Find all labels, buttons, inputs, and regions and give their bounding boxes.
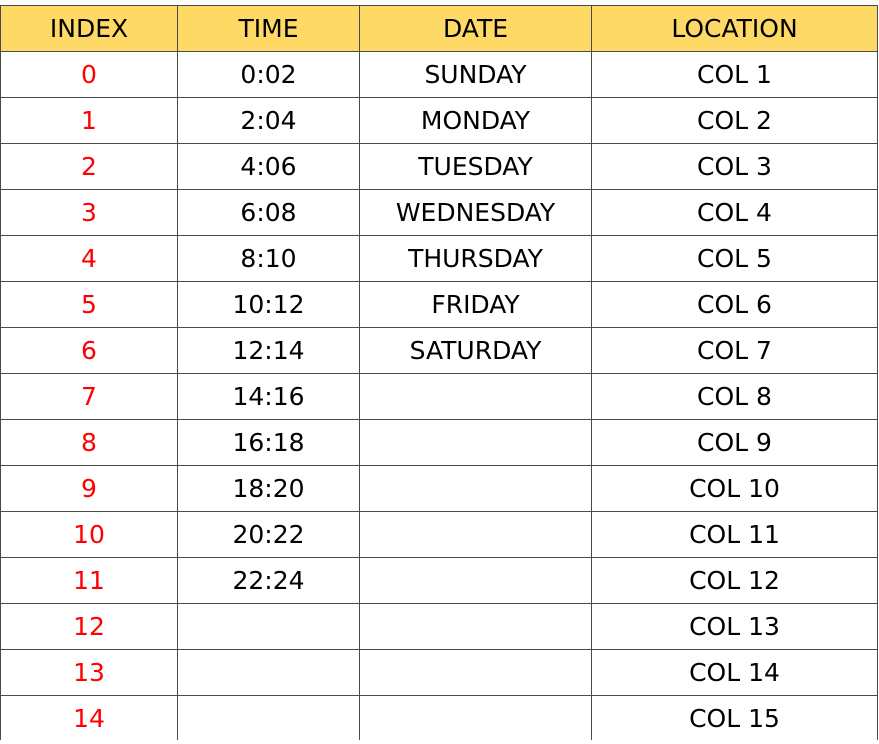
- cell-index[interactable]: 2: [0, 143, 178, 190]
- cell-date[interactable]: SATURDAY: [359, 327, 592, 374]
- cell-time[interactable]: 0:02: [177, 51, 360, 98]
- cell-date[interactable]: TUESDAY: [359, 143, 592, 190]
- table-row: 10 20:22 COL 11: [0, 511, 878, 558]
- cell-time[interactable]: 14:16: [177, 373, 360, 420]
- cell-time[interactable]: 12:14: [177, 327, 360, 374]
- top-strip: [0, 0, 879, 5]
- cell-time[interactable]: [177, 603, 360, 650]
- cell-time[interactable]: 6:08: [177, 189, 360, 236]
- cell-date[interactable]: [359, 695, 592, 742]
- table-row: 2 4:06 TUESDAY COL 3: [0, 143, 878, 190]
- table-row: 9 18:20 COL 10: [0, 465, 878, 512]
- cell-date[interactable]: FRIDAY: [359, 281, 592, 328]
- cell-location[interactable]: COL 4: [591, 189, 878, 236]
- header-cell-index[interactable]: INDEX: [0, 5, 178, 52]
- cell-location[interactable]: COL 15: [591, 695, 878, 742]
- table-row: 13 COL 14: [0, 649, 878, 696]
- cell-date[interactable]: SUNDAY: [359, 51, 592, 98]
- cell-date[interactable]: [359, 557, 592, 604]
- cell-index[interactable]: 10: [0, 511, 178, 558]
- table-row: 1 2:04 MONDAY COL 2: [0, 97, 878, 144]
- table-row: 0 0:02 SUNDAY COL 1: [0, 51, 878, 98]
- table-row: 7 14:16 COL 8: [0, 373, 878, 420]
- cell-time[interactable]: 16:18: [177, 419, 360, 466]
- cell-index[interactable]: 3: [0, 189, 178, 236]
- table-row: 14 COL 15: [0, 695, 878, 742]
- cell-date[interactable]: [359, 511, 592, 558]
- header-row: INDEX TIME DATE LOCATION: [0, 5, 878, 52]
- cell-location[interactable]: COL 8: [591, 373, 878, 420]
- cell-location[interactable]: COL 6: [591, 281, 878, 328]
- cell-index[interactable]: 11: [0, 557, 178, 604]
- cell-index[interactable]: 12: [0, 603, 178, 650]
- cell-location[interactable]: COL 13: [591, 603, 878, 650]
- cell-index[interactable]: 0: [0, 51, 178, 98]
- table-row: 6 12:14 SATURDAY COL 7: [0, 327, 878, 374]
- cell-date[interactable]: [359, 603, 592, 650]
- cell-index[interactable]: 6: [0, 327, 178, 374]
- cell-index[interactable]: 7: [0, 373, 178, 420]
- cell-index[interactable]: 14: [0, 695, 178, 742]
- cell-index[interactable]: 13: [0, 649, 178, 696]
- bottom-strip: [0, 740, 879, 744]
- cell-time[interactable]: 22:24: [177, 557, 360, 604]
- cell-index[interactable]: 5: [0, 281, 178, 328]
- cell-index[interactable]: 1: [0, 97, 178, 144]
- cell-time[interactable]: 10:12: [177, 281, 360, 328]
- table-row: 3 6:08 WEDNESDAY COL 4: [0, 189, 878, 236]
- cell-index[interactable]: 9: [0, 465, 178, 512]
- cell-index[interactable]: 8: [0, 419, 178, 466]
- cell-time[interactable]: [177, 649, 360, 696]
- cell-date[interactable]: MONDAY: [359, 97, 592, 144]
- table-body: 0 0:02 SUNDAY COL 1 1 2:04 MONDAY COL 2 2 4:06 TUE…: [0, 51, 878, 742]
- cell-location[interactable]: COL 1: [591, 51, 878, 98]
- header-cell-time[interactable]: TIME: [177, 5, 360, 52]
- cell-location[interactable]: COL 11: [591, 511, 878, 558]
- cell-location[interactable]: COL 5: [591, 235, 878, 282]
- cell-time[interactable]: 4:06: [177, 143, 360, 190]
- cell-date[interactable]: WEDNESDAY: [359, 189, 592, 236]
- header-cell-location[interactable]: LOCATION: [591, 5, 878, 52]
- cell-date[interactable]: [359, 419, 592, 466]
- cell-time[interactable]: 8:10: [177, 235, 360, 282]
- cell-date[interactable]: [359, 649, 592, 696]
- table-row: 12 COL 13: [0, 603, 878, 650]
- cell-location[interactable]: COL 9: [591, 419, 878, 466]
- cell-date[interactable]: THURSDAY: [359, 235, 592, 282]
- table-row: 11 22:24 COL 12: [0, 557, 878, 604]
- table-row: 8 16:18 COL 9: [0, 419, 878, 466]
- cell-index[interactable]: 4: [0, 235, 178, 282]
- header-cell-date[interactable]: DATE: [359, 5, 592, 52]
- cell-location[interactable]: COL 14: [591, 649, 878, 696]
- cell-date[interactable]: [359, 373, 592, 420]
- cell-time[interactable]: 2:04: [177, 97, 360, 144]
- cell-time[interactable]: [177, 695, 360, 742]
- cell-location[interactable]: COL 3: [591, 143, 878, 190]
- cell-location[interactable]: COL 10: [591, 465, 878, 512]
- cell-location[interactable]: COL 7: [591, 327, 878, 374]
- cell-time[interactable]: 20:22: [177, 511, 360, 558]
- data-table: INDEX TIME DATE LOCATION 0 0:02 SUNDAY COL …: [0, 5, 878, 742]
- cell-location[interactable]: COL 12: [591, 557, 878, 604]
- cell-date[interactable]: [359, 465, 592, 512]
- cell-location[interactable]: COL 2: [591, 97, 878, 144]
- table-row: 5 10:12 FRIDAY COL 6: [0, 281, 878, 328]
- table-row: 4 8:10 THURSDAY COL 5: [0, 235, 878, 282]
- cell-time[interactable]: 18:20: [177, 465, 360, 512]
